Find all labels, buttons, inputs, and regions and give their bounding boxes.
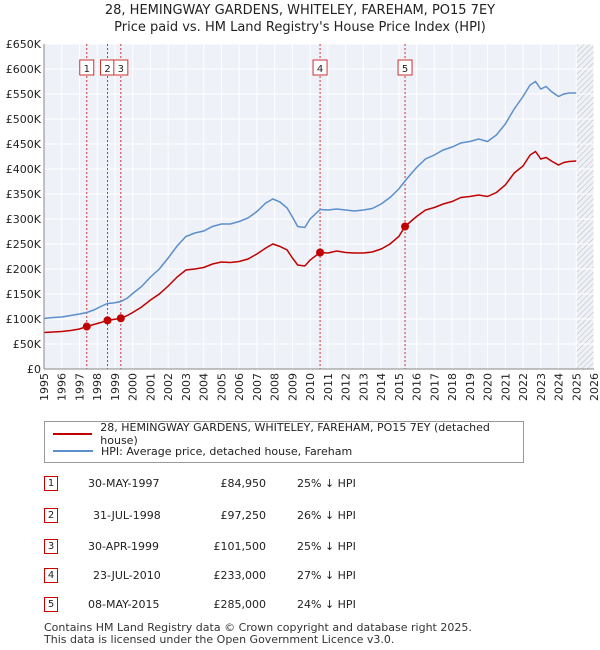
x-tick-label: 2021 [499, 373, 512, 401]
legend-item-property: 28, HEMINGWAY GARDENS, WHITELEY, FAREHAM… [53, 421, 523, 447]
x-tick-label: 2004 [198, 373, 211, 401]
price-chart: £0 £50K £100K £150K £200K £250K £300K £350K £400… [6, 38, 600, 401]
x-tick-label: 2025 [570, 373, 583, 401]
legend-label-property: 28, HEMINGWAY GARDENS, WHITELEY, FAREHAM… [100, 421, 490, 447]
transaction-price: £97,250 [220, 509, 267, 522]
transaction-num-box: 4 [44, 568, 58, 583]
x-tick-label: 2023 [535, 373, 548, 401]
marker-label: 2 [104, 64, 110, 75]
x-tick-label: 2012 [340, 373, 353, 401]
x-tick-label: 2007 [251, 373, 264, 401]
footer-copyright: Contains HM Land Registry data © Crown c… [44, 621, 472, 634]
y-tick-label: £100K [6, 313, 42, 326]
x-tick-label: 2013 [357, 373, 370, 401]
y-tick-label: £300K [6, 213, 42, 226]
marker-box [312, 59, 328, 76]
x-tick-label: 1996 [56, 373, 69, 401]
sale-point [401, 222, 410, 231]
transaction-hpi: 25% ↓ HPI [297, 477, 356, 490]
series-line-property [43, 150, 577, 334]
marker-label: 1 [84, 64, 90, 75]
transaction-hpi: 27% ↓ HPI [297, 569, 356, 582]
y-tick-label: £0 [27, 363, 41, 376]
transaction-date: 23-JUL-2010 [93, 569, 161, 582]
marker-label: 3 [118, 64, 124, 75]
x-tick-label: 2014 [375, 373, 388, 401]
y-tick-label: £600K [6, 63, 42, 76]
transaction-date: 31-JUL-1998 [93, 509, 161, 522]
transaction-hpi: 26% ↓ HPI [297, 509, 356, 522]
y-tick-label: £150K [6, 288, 42, 301]
x-tick-label: 2001 [144, 373, 157, 401]
series-line-hpi [43, 80, 577, 320]
x-tick-label: 2000 [127, 373, 140, 401]
legend-item-hpi: HPI: Average price, detached house, Fare… [53, 443, 352, 459]
y-tick-label: £450K [6, 138, 42, 151]
y-tick-label: £350K [6, 188, 42, 201]
x-tick-label: 1999 [109, 373, 122, 401]
x-tick-label: 2018 [446, 373, 459, 401]
legend-swatch-property [53, 433, 93, 435]
transaction-num-box: 1 [44, 476, 58, 491]
chart-subtitle: Price paid vs. HM Land Registry's House … [114, 20, 486, 35]
x-tick-label: 2024 [553, 373, 566, 401]
sale-point [316, 248, 325, 257]
x-tick-label: 2002 [162, 373, 175, 401]
y-tick-label: £550K [6, 88, 42, 101]
marker-box [113, 59, 129, 76]
marker-label: 5 [402, 64, 408, 75]
plot-area [44, 44, 594, 369]
transaction-num-box: 5 [44, 597, 58, 612]
forecast-region [576, 44, 594, 369]
legend: 28, HEMINGWAY GARDENS, WHITELEY, FAREHAM… [44, 421, 524, 463]
x-tick-label: 2015 [393, 373, 406, 401]
x-tick-label: 2026 [588, 373, 600, 401]
transaction-date: 30-APR-1999 [88, 540, 160, 553]
sale-point [82, 322, 91, 331]
sale-point [103, 316, 112, 325]
transaction-price: £233,000 [213, 569, 267, 582]
transaction-hpi: 25% ↓ HPI [297, 540, 356, 553]
x-tick-label: 2017 [428, 373, 441, 401]
x-tick-label: 2006 [233, 373, 246, 401]
legend-swatch-hpi [53, 450, 93, 452]
transaction-num-box: 2 [44, 508, 58, 523]
y-tick-label: £250K [6, 238, 42, 251]
marker-label: 4 [317, 64, 323, 75]
transaction-price: £285,000 [213, 598, 267, 611]
marker-box [79, 59, 95, 76]
x-tick-label: 2016 [411, 373, 424, 401]
y-tick-label: £650K [6, 38, 42, 51]
transaction-num-box: 3 [44, 539, 58, 554]
x-tick-label: 2003 [180, 373, 193, 401]
transaction-date: 08-MAY-2015 [88, 598, 160, 611]
x-tick-label: 2008 [269, 373, 282, 401]
y-tick-label: £500K [6, 113, 42, 126]
x-tick-label: 2020 [482, 373, 495, 401]
footer-licence: This data is licensed under the Open Gov… [44, 633, 395, 646]
marker-box [397, 59, 413, 76]
x-tick-label: 2005 [215, 373, 228, 401]
sale-point [116, 314, 125, 323]
x-tick-label: 1995 [38, 373, 51, 401]
x-tick-label: 2011 [322, 373, 335, 401]
transaction-date: 30-MAY-1997 [88, 477, 160, 490]
legend-label-hpi: HPI: Average price, detached house, Fare… [101, 444, 353, 458]
y-tick-label: £200K [6, 263, 42, 276]
chart-title: 28, HEMINGWAY GARDENS, WHITELEY, FAREHAM… [104, 3, 496, 18]
transaction-hpi: 24% ↓ HPI [297, 598, 356, 611]
x-tick-label: 1997 [73, 373, 86, 401]
y-tick-label: £50K [13, 338, 42, 351]
x-tick-label: 2010 [304, 373, 317, 401]
x-tick-label: 2019 [464, 373, 477, 401]
x-tick-label: 2022 [517, 373, 530, 401]
transaction-price: £101,500 [213, 540, 267, 553]
y-tick-label: £400K [6, 163, 42, 176]
x-tick-label: 2009 [286, 373, 299, 401]
x-tick-label: 1998 [91, 373, 104, 401]
transaction-price: £84,950 [220, 477, 267, 490]
